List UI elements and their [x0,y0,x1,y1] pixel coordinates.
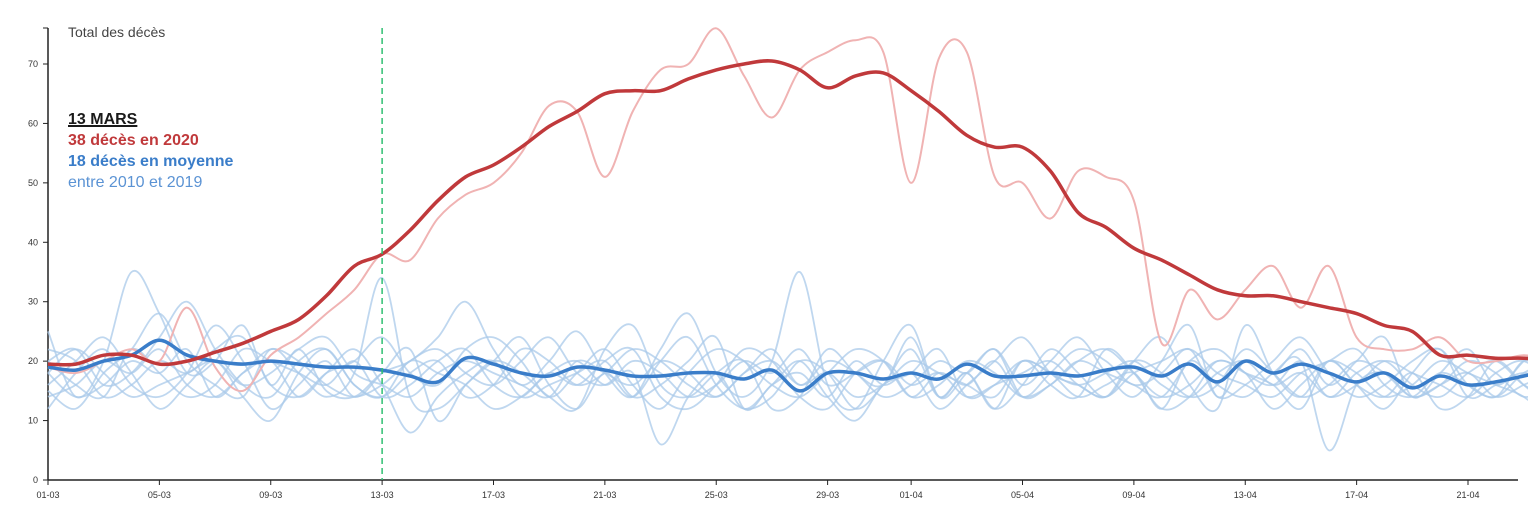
series-2020-smooth [47,59,1528,367]
x-tick-label: 25-03 [705,490,728,500]
y-tick-label: 50 [28,178,38,188]
line-2020-raw [47,27,1528,392]
x-tick-label: 05-03 [148,490,171,500]
past-year-line [47,336,1528,452]
series-2020-raw [47,27,1528,392]
past-years-lines [47,269,1528,452]
past-year-line [47,335,1528,399]
y-tick-label: 60 [28,118,38,128]
x-tick-label: 17-04 [1345,490,1368,500]
x-tick-label: 13-03 [371,490,394,500]
x-tick-label: 13-04 [1234,490,1257,500]
past-year-line [47,346,1528,411]
line-2020-smooth [47,59,1528,367]
chart-title: Total des décès [68,24,166,40]
line-average [47,338,1528,393]
x-tick-label: 21-04 [1456,490,1479,500]
annotation-date: 13 MARS [68,111,138,128]
x-tick-label: 21-03 [593,490,616,500]
annotation-2020: 38 décès en 2020 [68,132,199,149]
y-tick-label: 20 [28,356,38,366]
y-tick-label: 30 [28,297,38,307]
x-tick-label: 29-03 [816,490,839,500]
x-tick-label: 01-04 [900,490,923,500]
x-tick-label: 01-03 [36,490,59,500]
x-tick-label: 09-03 [259,490,282,500]
annotation-range: entre 2010 et 2019 [68,174,203,191]
series-average [47,338,1528,393]
x-axis: 01-03 05-03 09-03 13-03 17-03 21-03 25-03 29-03… [36,479,1518,500]
y-tick-label: 70 [28,59,38,69]
y-tick-label: 10 [28,416,38,426]
past-year-line [47,276,1528,413]
x-tick-label: 05-04 [1011,490,1034,500]
annotation-box: 13 MARS 38 décès en 2020 18 décès en moy… [68,109,233,193]
annotation-average: 18 décès en moyenne [68,153,234,170]
x-tick-label: 17-03 [482,490,505,500]
x-tick-label: 09-04 [1122,490,1145,500]
y-axis: 0 10 20 30 40 50 60 70 [28,27,49,485]
y-tick-label: 40 [28,237,38,247]
y-tick-label: 0 [33,475,38,485]
